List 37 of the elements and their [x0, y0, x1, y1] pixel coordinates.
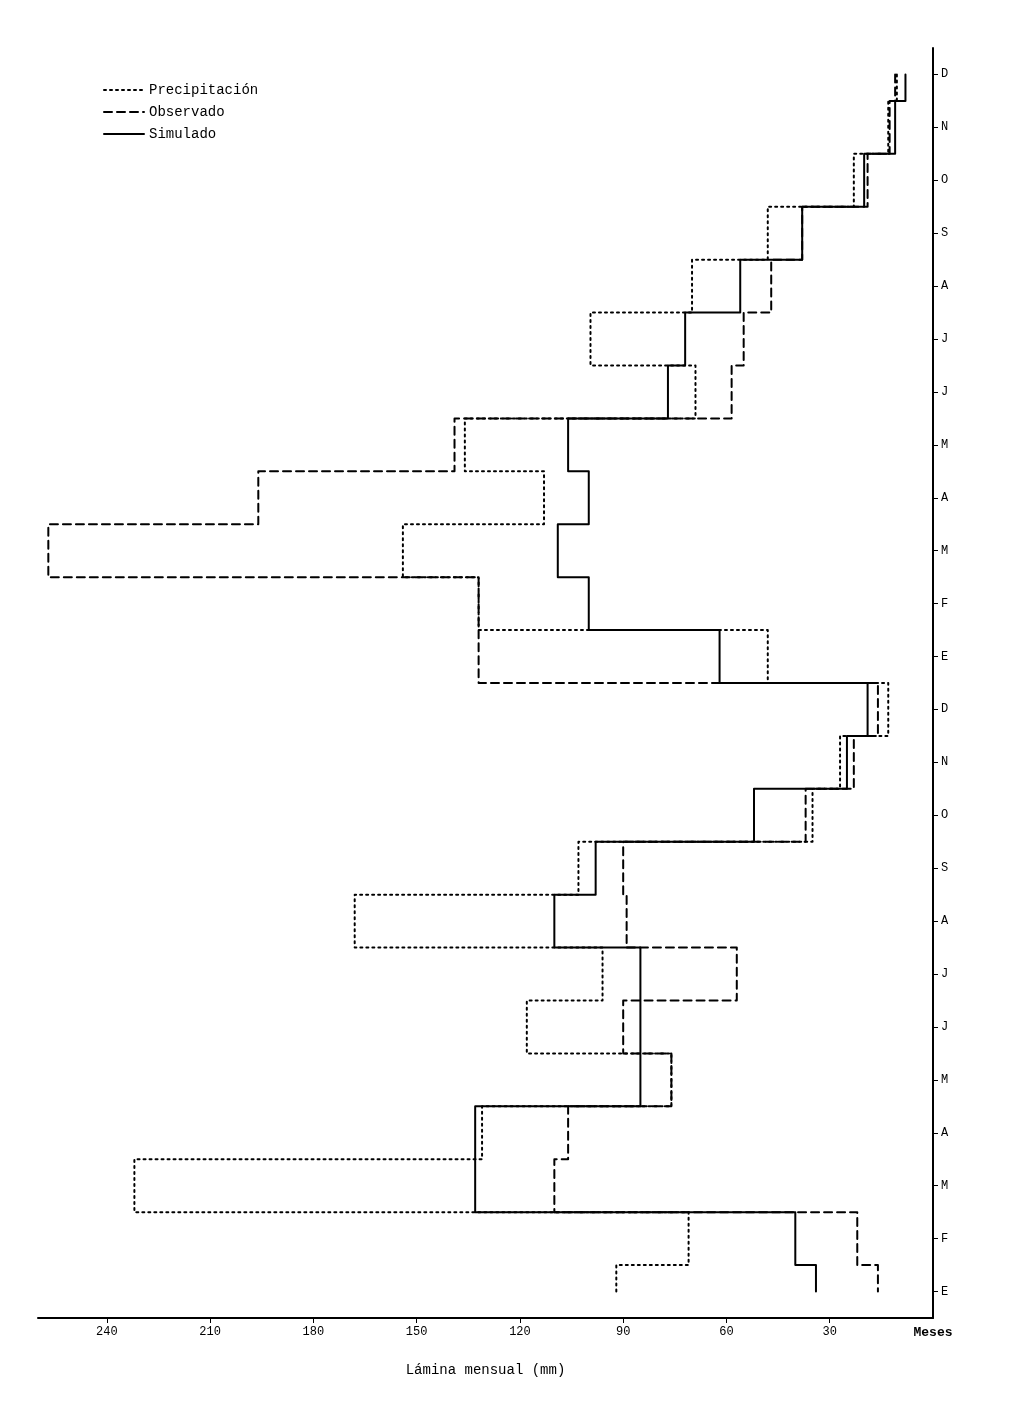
legend-label: Observado [149, 104, 225, 120]
y-tick-label: J [941, 384, 949, 399]
y-tick-label: F [941, 596, 949, 611]
y-tick-label: D [941, 702, 949, 717]
y-axis-title: Meses [913, 1325, 953, 1340]
x-axis-title: Lámina mensual (mm) [405, 1362, 566, 1378]
y-tick-label: M [941, 1072, 949, 1087]
y-tick-label: A [941, 490, 949, 505]
y-tick-label: S [941, 861, 949, 876]
x-tick-label: 120 [509, 1325, 531, 1339]
y-tick-label: S [941, 226, 949, 241]
y-tick-label: E [941, 649, 949, 664]
x-tick-label: 30 [822, 1325, 837, 1339]
y-tick-label: E [941, 1284, 949, 1299]
y-tick-label: A [941, 1125, 949, 1140]
y-tick-label: J [941, 967, 949, 982]
legend-label: Precipitación [149, 82, 259, 98]
y-tick-label: F [941, 1231, 949, 1246]
x-tick-label: 150 [405, 1325, 428, 1339]
x-tick-label: 60 [719, 1325, 734, 1339]
y-tick-label: A [941, 279, 949, 294]
x-tick-label: 210 [199, 1325, 221, 1339]
y-tick-label: D [941, 67, 949, 82]
y-tick-label: M [941, 1178, 949, 1193]
legend-label: Simulado [149, 126, 217, 142]
y-tick-label: J [941, 332, 949, 347]
x-tick-label: 180 [302, 1325, 325, 1339]
y-tick-label: M [941, 543, 949, 558]
y-tick-label: O [941, 173, 949, 188]
y-tick-label: J [941, 1019, 949, 1034]
x-tick-label: 240 [96, 1325, 118, 1339]
y-tick-label: N [941, 120, 949, 135]
y-tick-label: O [941, 808, 949, 823]
x-tick-label: 90 [615, 1325, 631, 1339]
y-tick-label: N [941, 755, 949, 770]
y-tick-label: A [941, 914, 949, 929]
y-tick-label: M [941, 437, 949, 452]
